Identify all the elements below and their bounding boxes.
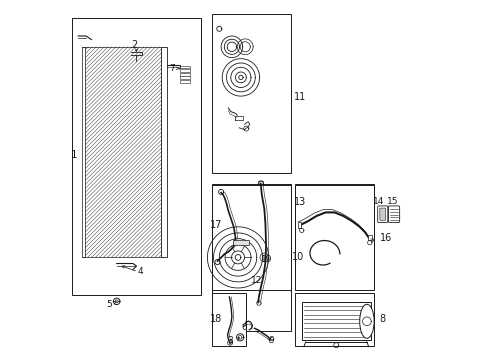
Text: 12: 12	[251, 276, 262, 285]
Bar	[179, 73, 190, 76]
Bar	[294, 293, 373, 346]
Text: 13: 13	[294, 197, 306, 207]
Bar	[294, 185, 373, 290]
Bar	[72, 18, 201, 295]
Bar	[212, 293, 246, 346]
Bar	[297, 231, 301, 236]
Bar	[297, 222, 301, 228]
Bar	[84, 47, 162, 257]
Bar	[179, 80, 190, 83]
FancyBboxPatch shape	[387, 206, 399, 222]
Bar	[367, 235, 371, 240]
Text: 1: 1	[71, 150, 78, 160]
Bar	[212, 14, 291, 173]
FancyBboxPatch shape	[379, 208, 385, 220]
Bar	[212, 184, 291, 331]
Bar	[179, 69, 190, 72]
Bar	[302, 302, 370, 340]
Text: 16: 16	[379, 233, 391, 243]
Bar	[255, 301, 260, 304]
Ellipse shape	[359, 304, 373, 338]
Text: 14: 14	[372, 197, 384, 206]
Text: 3: 3	[227, 336, 232, 345]
Text: 18: 18	[210, 314, 222, 324]
Bar	[81, 47, 85, 257]
Bar	[232, 240, 249, 245]
FancyBboxPatch shape	[377, 206, 387, 222]
Bar	[212, 185, 291, 290]
Bar	[179, 76, 190, 79]
Text: 10: 10	[292, 252, 304, 262]
Text: 9: 9	[268, 336, 274, 345]
Bar	[297, 241, 301, 246]
Text: 17: 17	[210, 220, 222, 230]
Bar	[294, 184, 373, 274]
Text: 4: 4	[137, 267, 142, 276]
Text: 11: 11	[294, 92, 306, 102]
Text: 6: 6	[241, 323, 247, 332]
Bar	[257, 181, 263, 184]
Bar	[179, 66, 190, 68]
Text: 19: 19	[260, 255, 272, 264]
Bar	[161, 47, 167, 257]
Text: 8: 8	[379, 314, 385, 324]
Text: 5: 5	[106, 300, 112, 309]
Text: 2: 2	[131, 40, 138, 50]
Text: 7: 7	[169, 64, 175, 73]
Text: 15: 15	[386, 197, 398, 206]
